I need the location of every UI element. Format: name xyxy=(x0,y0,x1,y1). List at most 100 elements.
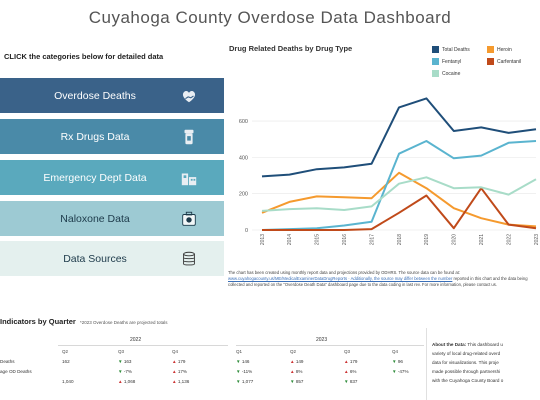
x-tick-label: 2015 xyxy=(315,234,321,245)
indicator-value: 17% xyxy=(176,369,188,374)
x-tick-label: 2022 xyxy=(506,234,512,245)
indicator-cell: ▼ -47% xyxy=(392,369,409,374)
indicator-cell: ▼ -7% xyxy=(118,369,132,374)
indicator-label: age OD Deaths xyxy=(0,369,32,374)
instruction-text: CLICK the categories below for detailed … xyxy=(4,52,164,61)
legend-swatch xyxy=(432,58,439,65)
indicator-cell: ▲ 1,136 xyxy=(172,379,189,384)
data-sources-button[interactable]: Data Sources xyxy=(0,241,224,276)
indicator-value: 163 xyxy=(122,359,132,364)
increase-arrow-icon: ▲ xyxy=(290,369,295,374)
indicator-value: 96 xyxy=(396,359,403,364)
rx-drugs-data-button[interactable]: Rx Drugs Data xyxy=(0,119,224,154)
indicator-value: 1,040 xyxy=(62,379,74,384)
indicators-heading: Indicators by Quarter xyxy=(0,317,76,326)
dashboard-title: Cuyahoga County Overdose Data Dashboard xyxy=(88,8,452,27)
about-line-1: variety of local drug-related overd xyxy=(432,351,501,356)
chart-title: Drug Related Deaths by Drug Type xyxy=(229,44,353,53)
x-tick-label: 2018 xyxy=(397,234,403,245)
y-tick-label: 600 xyxy=(239,119,248,125)
about-the-data: About the Data: This dashboard u variety… xyxy=(432,340,540,385)
emergency-dept-data-label: Emergency Dept Data xyxy=(43,171,147,184)
indicator-value: 179 xyxy=(348,359,358,364)
indicator-cell: ▼ 1,077 xyxy=(236,379,253,384)
x-tick-label: 2019 xyxy=(424,234,430,245)
legend-label: Cocaine xyxy=(442,70,461,77)
increase-arrow-icon: ▲ xyxy=(344,369,349,374)
indicator-cell: ▼ 163 xyxy=(118,359,132,364)
legend-label: Carfentanil xyxy=(497,58,522,65)
indicator-value: 1,077 xyxy=(240,379,254,384)
decrease-arrow-icon: ▼ xyxy=(392,369,397,374)
indicator-cell: ▼ 857 xyxy=(290,379,304,384)
year-divider-2023 xyxy=(236,345,424,346)
decrease-arrow-icon: ▼ xyxy=(236,369,241,374)
legend-item-cocaine[interactable]: Cocaine xyxy=(432,70,460,77)
indicator-value: 8% xyxy=(294,369,303,374)
quarter-header: Q1 xyxy=(236,349,243,354)
about-text: This dashboard u xyxy=(467,342,503,347)
indicator-value: 146 xyxy=(240,359,250,364)
indicator-cell: ▲ 8% xyxy=(290,369,302,374)
increase-arrow-icon: ▲ xyxy=(344,359,349,364)
legend-label: Total Deaths xyxy=(442,46,470,53)
indicator-value: -7% xyxy=(122,369,132,374)
indicator-cell: ▲ 17% xyxy=(172,369,187,374)
legend-label: Heroin xyxy=(497,46,512,53)
indicator-row: Deaths 162 ▼ 163 ▲ 179 ▼ 146 ▲ 149 ▲ 179 ▼ 96 xyxy=(0,357,424,367)
series-line-cocaine xyxy=(261,176,537,212)
overdose-deaths-button[interactable]: Overdose Deaths xyxy=(0,78,224,113)
naloxone-data-button[interactable]: Naloxone Data xyxy=(0,201,224,236)
legend-item-fentanyl[interactable]: Fentanyl xyxy=(432,58,461,65)
emergency-dept-data-button[interactable]: Emergency Dept Data xyxy=(0,160,224,195)
x-tick-label: 2021 xyxy=(479,234,485,245)
hospital-icon xyxy=(181,173,197,186)
naloxone-kit-icon xyxy=(182,211,196,226)
quarter-header: Q3 xyxy=(118,349,125,354)
series-line-heroin xyxy=(261,171,537,228)
indicator-row: 1,040 ▲ 1,068 ▲ 1,136 ▼ 1,077 ▼ 857 ▼ 837 xyxy=(0,377,424,387)
indicator-cell: ▼ 837 xyxy=(344,379,358,384)
decrease-arrow-icon: ▼ xyxy=(392,359,397,364)
legend-swatch xyxy=(432,46,439,53)
quarter-header: Q3 xyxy=(344,349,351,354)
indicator-cell: ▼ 146 xyxy=(236,359,250,364)
decrease-arrow-icon: ▼ xyxy=(290,379,295,384)
x-tick-label: 2014 xyxy=(287,234,293,245)
about-line-4: with the Cuyahoga County Board o xyxy=(432,378,504,383)
legend-item-carfentanil[interactable]: Carfentanil xyxy=(487,58,521,65)
year-divider-2022 xyxy=(58,345,228,346)
legend-swatch xyxy=(432,70,439,77)
y-tick-label: 200 xyxy=(239,192,248,198)
indicator-cell: ▼ -11% xyxy=(236,369,252,374)
quarter-header: Q2 xyxy=(62,349,69,354)
about-line-2: data for visualizations. This proje xyxy=(432,360,499,365)
series-line-total-deaths xyxy=(261,97,537,178)
indicator-cell: ▲ 179 xyxy=(344,359,358,364)
x-tick-label: 2013 xyxy=(260,234,266,245)
indicator-value: 6% xyxy=(348,369,357,374)
chart-legend: Total Deaths Heroin Fentanyl Carfentanil… xyxy=(432,44,540,80)
naloxone-data-label: Naloxone Data xyxy=(60,212,130,225)
y-tick-label: 0 xyxy=(245,228,248,234)
chart-footnote: The chart has been created using monthly… xyxy=(228,270,540,288)
legend-item-total-deaths[interactable]: Total Deaths xyxy=(432,46,470,53)
quarter-header: Q2 xyxy=(290,349,297,354)
decrease-arrow-icon: ▼ xyxy=(118,359,123,364)
legend-swatch xyxy=(487,58,494,65)
footnote-text-3: coding in last rev. For more information… xyxy=(388,282,497,287)
indicator-cell: ▼ 96 xyxy=(392,359,403,364)
increase-arrow-icon: ▲ xyxy=(290,359,295,364)
quarter-header: Q4 xyxy=(392,349,399,354)
section-divider xyxy=(426,328,427,400)
indicator-row: age OD Deaths ▼ -7% ▲ 17% ▼ -11% ▲ 8% ▲ 6% ▼ -… xyxy=(0,367,424,377)
indicator-cell: 162 xyxy=(62,359,70,364)
increase-arrow-icon: ▲ xyxy=(172,359,177,364)
rx-drugs-data-label: Rx Drugs Data xyxy=(60,130,130,143)
legend-item-heroin[interactable]: Heroin xyxy=(487,46,512,53)
indicator-value: 149 xyxy=(294,359,304,364)
quarter-header: Q4 xyxy=(172,349,179,354)
indicator-cell: ▲ 179 xyxy=(172,359,186,364)
series-line-carfentanil xyxy=(262,187,537,231)
source-link[interactable]: www.cuyahogacounty.us/ME/MedicalExaminer… xyxy=(228,276,453,281)
